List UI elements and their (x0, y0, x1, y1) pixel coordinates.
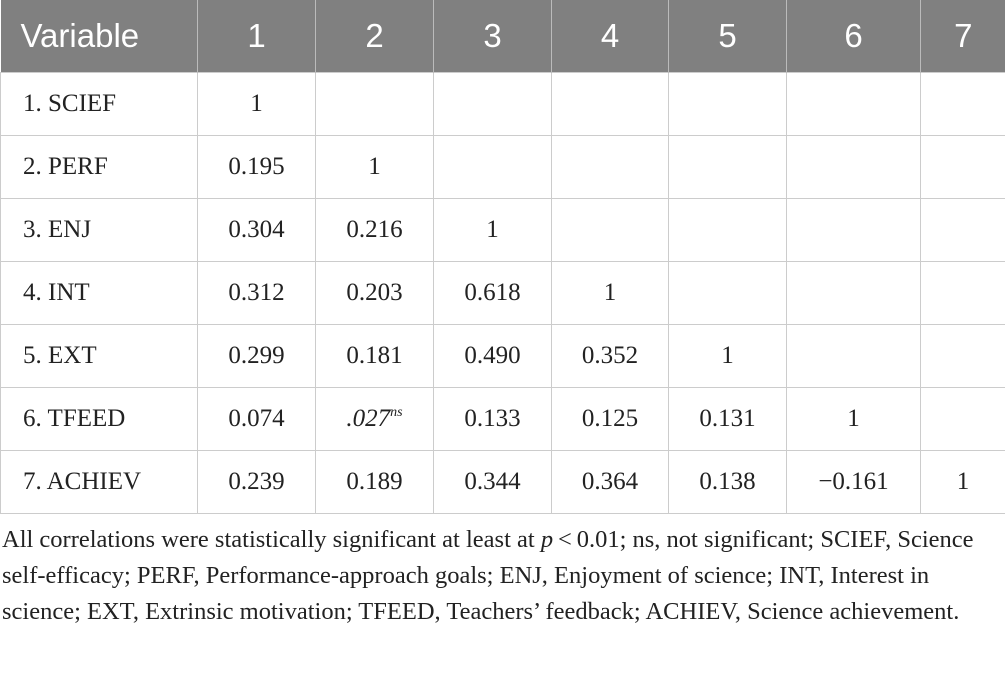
empty-cell (551, 72, 669, 136)
header-cell: 6 (786, 0, 921, 73)
value-cell: 0.344 (433, 450, 552, 514)
value-cell: 1 (197, 72, 316, 136)
empty-cell (433, 72, 552, 136)
correlation-table: Variable 1 2 3 4 5 6 7 1. SCIEF 1 2. PERF 0.195 1 3.… (0, 0, 1005, 514)
table-row: 6. TFEED 0.074.027ns 0.133 0.125 0.131 1 (0, 387, 1005, 451)
header-row: Variable 1 2 3 4 5 6 7 (0, 0, 1005, 73)
value-cell: 0.203 (315, 261, 434, 325)
empty-cell (315, 72, 434, 136)
header-cell: 4 (551, 0, 669, 73)
empty-cell (433, 135, 552, 199)
row-label: 4. INT (0, 261, 198, 325)
row-label: 2. PERF (0, 135, 198, 199)
value-cell: 0.181 (315, 324, 434, 388)
empty-cell (668, 72, 787, 136)
value-cell: 0.364 (551, 450, 669, 514)
value-cell: 0.125 (551, 387, 669, 451)
empty-cell (920, 198, 1005, 262)
value-cell: 0.618 (433, 261, 552, 325)
table-row: 2. PERF 0.195 1 (0, 135, 1005, 199)
table-row: 1. SCIEF 1 (0, 72, 1005, 136)
empty-cell (786, 261, 921, 325)
table-row: 5. EXT 0.299 0.181 0.490 0.352 1 (0, 324, 1005, 388)
empty-cell (668, 261, 787, 325)
value-cell: 0.133 (433, 387, 552, 451)
table-note: All correlations were statistically sign… (2, 522, 1002, 630)
row-label: 6. TFEED (0, 387, 198, 451)
table-body: 1. SCIEF 1 2. PERF 0.195 1 3. ENJ 0.304 0.216 1 4… (0, 72, 1005, 514)
value-cell: 1 (433, 198, 552, 262)
header-cell: 5 (668, 0, 787, 73)
value-cell: 0.195 (197, 135, 316, 199)
empty-cell (920, 261, 1005, 325)
value-cell: 1 (786, 387, 921, 451)
value-cell: 1 (668, 324, 787, 388)
header-cell: 1 (197, 0, 316, 73)
note-text: < 0.01; ns, not significant; SCIEF, Scie… (2, 526, 974, 625)
row-label: 5. EXT (0, 324, 198, 388)
empty-cell (551, 135, 669, 199)
value-cell: 0.352 (551, 324, 669, 388)
value-cell: 0.299 (197, 324, 316, 388)
empty-cell (786, 198, 921, 262)
value-cell: 0.216 (315, 198, 434, 262)
value-cell: 0.074 (197, 387, 316, 451)
empty-cell (668, 135, 787, 199)
value-cell: 0.138 (668, 450, 787, 514)
row-label: 7. ACHIEV (0, 450, 198, 514)
empty-cell (920, 324, 1005, 388)
value-cell: 0.131 (668, 387, 787, 451)
value-cell: 1 (920, 450, 1005, 514)
empty-cell (668, 198, 787, 262)
value-cell: −0.161 (786, 450, 921, 514)
empty-cell (920, 387, 1005, 451)
note-italic: p (540, 526, 554, 553)
value-cell: 0.304 (197, 198, 316, 262)
table-header: Variable 1 2 3 4 5 6 7 (0, 0, 1005, 73)
cell-superscript: ns (390, 405, 403, 420)
header-cell: 7 (920, 0, 1005, 73)
value-cell: 1 (315, 135, 434, 199)
value-cell: 0.312 (197, 261, 316, 325)
value-cell: 0.490 (433, 324, 552, 388)
table-row: 4. INT 0.312 0.203 0.618 1 (0, 261, 1005, 325)
value-cell: .027ns (315, 387, 434, 451)
header-cell: 2 (315, 0, 434, 73)
value-cell: 1 (551, 261, 669, 325)
empty-cell (786, 135, 921, 199)
cell-value: .027 (346, 405, 391, 432)
table-row: 7. ACHIEV 0.239 0.189 0.344 0.364 0.138 −0.161… (0, 450, 1005, 514)
empty-cell (786, 72, 921, 136)
header-cell: Variable (0, 0, 198, 73)
empty-cell (920, 135, 1005, 199)
table-row: 3. ENJ 0.304 0.216 1 (0, 198, 1005, 262)
empty-cell (920, 72, 1005, 136)
value-cell: 0.239 (197, 450, 316, 514)
row-label: 1. SCIEF (0, 72, 198, 136)
value-cell: 0.189 (315, 450, 434, 514)
empty-cell (551, 198, 669, 262)
note-text: All correlations were statistically sign… (2, 526, 541, 553)
empty-cell (786, 324, 921, 388)
row-label: 3. ENJ (0, 198, 198, 262)
header-cell: 3 (433, 0, 552, 73)
